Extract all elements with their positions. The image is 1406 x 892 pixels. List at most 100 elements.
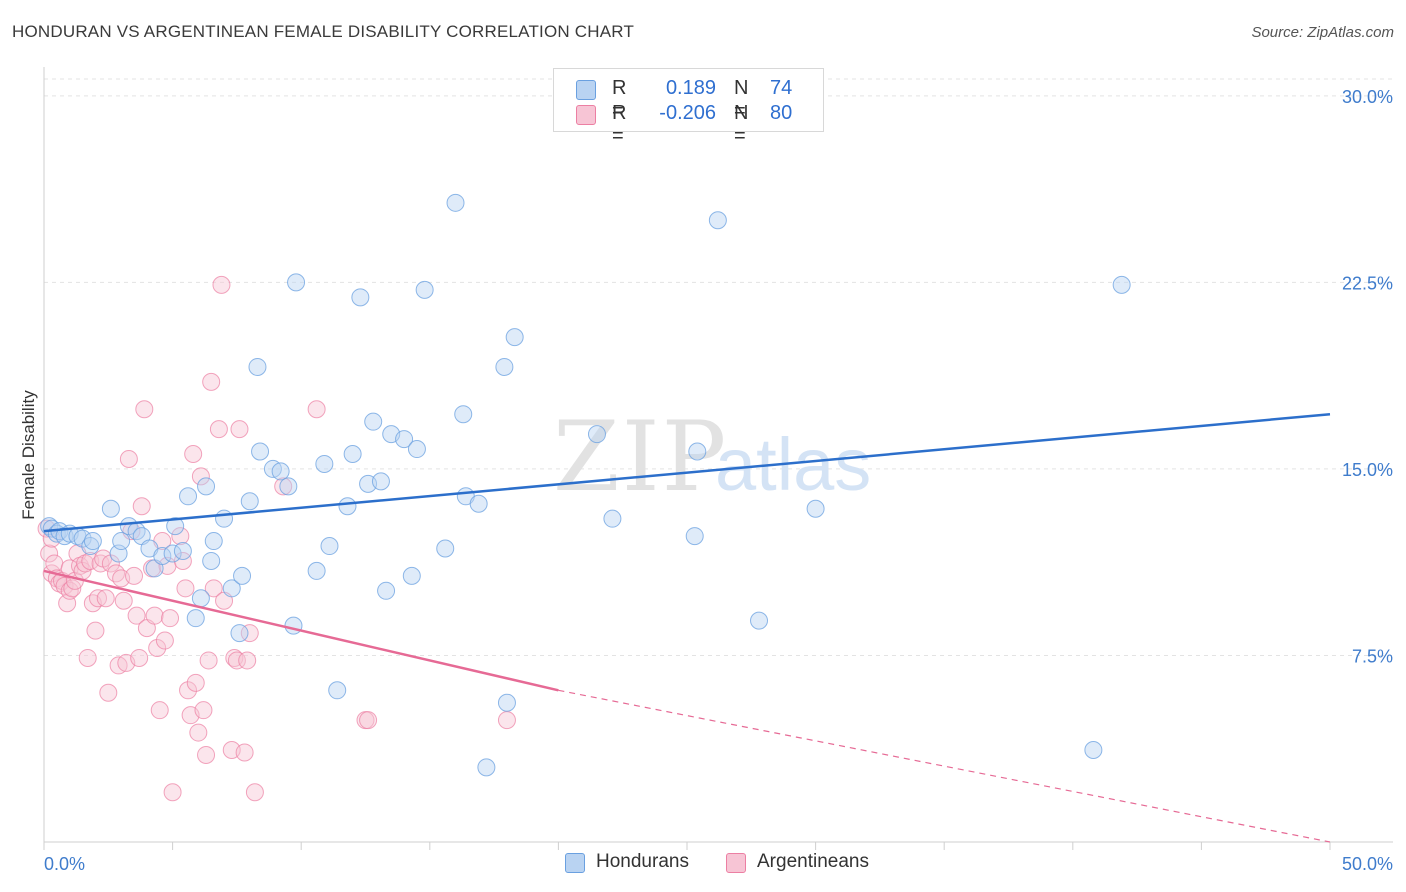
honduran-point [708, 211, 727, 230]
honduran-point [173, 542, 192, 561]
honduran-point [469, 494, 488, 513]
argentinean-point [135, 400, 154, 419]
bottom-legend-label-hondurans: Hondurans [596, 851, 689, 872]
watermark-zip: ZIP [553, 401, 728, 513]
honduran-point [197, 477, 216, 496]
chart-title: HONDURAN VS ARGENTINEAN FEMALE DISABILIT… [12, 22, 635, 41]
legend-r-label: R = [612, 77, 627, 122]
argentinean-point [194, 701, 213, 720]
honduran-point [407, 440, 426, 459]
honduran-point [202, 551, 221, 570]
argentinean-point [86, 621, 105, 640]
honduran-point [377, 581, 396, 600]
argentinean-point [497, 711, 516, 730]
argentinean-point [76, 554, 95, 573]
legend-swatch-argentineans [576, 105, 596, 125]
argentinean-point [359, 711, 378, 730]
argentineans-trend-extension [558, 689, 1331, 843]
legend-n-value: 74 [770, 77, 793, 99]
argentinean-point [96, 589, 115, 608]
honduran-point [101, 499, 120, 518]
honduran-point [163, 544, 182, 563]
honduran-point [351, 288, 370, 307]
argentinean-point [99, 683, 118, 702]
bottom-legend-swatch-argentineans [726, 853, 746, 873]
honduran-point [497, 693, 516, 712]
argentinean-point [189, 723, 208, 742]
argentinean-point [227, 651, 246, 670]
argentinean-point [60, 581, 79, 600]
honduran-point [81, 537, 100, 556]
trend-lines [43, 412, 1331, 843]
honduran-point [83, 532, 102, 551]
hondurans-points [40, 193, 1131, 777]
argentinean-point [127, 606, 146, 625]
honduran-point [315, 454, 334, 473]
argentinean-point [78, 648, 97, 667]
legend-swatch-hondurans [576, 80, 596, 100]
honduran-point [806, 499, 825, 518]
honduran-point [204, 532, 223, 551]
argentinean-point [130, 648, 149, 667]
source-label: Source: ZipAtlas.com [1251, 24, 1394, 41]
legend-n-value: 80 [770, 102, 793, 124]
argentinean-point [89, 589, 108, 608]
argentinean-point [212, 275, 231, 294]
y-tick-label: 22.5% [1342, 273, 1393, 293]
honduran-point [495, 357, 514, 376]
honduran-point [338, 497, 357, 516]
honduran-point [1084, 740, 1103, 759]
honduran-point [505, 328, 524, 347]
watermark: ZIP atlas [553, 401, 871, 513]
honduran-point [1112, 275, 1131, 294]
honduran-point [166, 517, 185, 536]
honduran-point [446, 193, 465, 212]
legend: R = 0.189 N = 74 R = -0.206 N = 80 [553, 68, 824, 147]
honduran-point [284, 616, 303, 635]
argentinean-point [240, 624, 259, 643]
honduran-point [271, 462, 290, 481]
honduran-point [73, 529, 92, 548]
argentinean-point [91, 554, 110, 573]
honduran-point [454, 405, 473, 424]
honduran-point [248, 357, 267, 376]
honduran-point [153, 546, 172, 565]
honduran-point [251, 442, 270, 461]
argentinean-point [145, 606, 164, 625]
honduran-point [603, 509, 622, 528]
honduran-point [215, 509, 234, 528]
argentinean-point [176, 579, 195, 598]
honduran-point [320, 537, 339, 556]
argentinean-point [125, 566, 144, 585]
honduran-point [186, 609, 205, 628]
argentinean-point [202, 372, 221, 391]
legend-r-label: R = [612, 102, 627, 147]
argentinean-point [71, 556, 90, 575]
argentinean-point [148, 639, 167, 658]
argentinean-point [45, 554, 64, 573]
honduran-point [343, 445, 362, 464]
honduran-point [233, 566, 252, 585]
honduran-point [307, 561, 326, 580]
honduran-point [240, 492, 259, 511]
argentinean-point [235, 743, 254, 762]
honduran-point [55, 527, 74, 546]
honduran-point [688, 442, 707, 461]
argentinean-point [63, 579, 82, 598]
honduran-point [685, 527, 704, 546]
argentinean-point [179, 681, 198, 700]
y-tick-label: 30.0% [1342, 87, 1393, 107]
argentinean-point [186, 673, 205, 692]
argentinean-point [40, 544, 59, 563]
hondurans-trend-line [43, 412, 1331, 533]
y-tick-labels: 7.5% 15.0% 22.5% 30.0% [1342, 87, 1393, 667]
honduran-point [112, 532, 131, 551]
honduran-point [364, 412, 383, 431]
legend-r-value: 0.189 [665, 77, 716, 99]
bottom-legend-label-argentineans: Argentineans [757, 851, 869, 872]
y-axis-label: Female Disability [19, 390, 38, 520]
y-tick-label: 15.0% [1342, 460, 1393, 480]
honduran-point [230, 624, 249, 643]
y-tick-label: 7.5% [1352, 646, 1393, 666]
argentinean-point [114, 591, 133, 610]
